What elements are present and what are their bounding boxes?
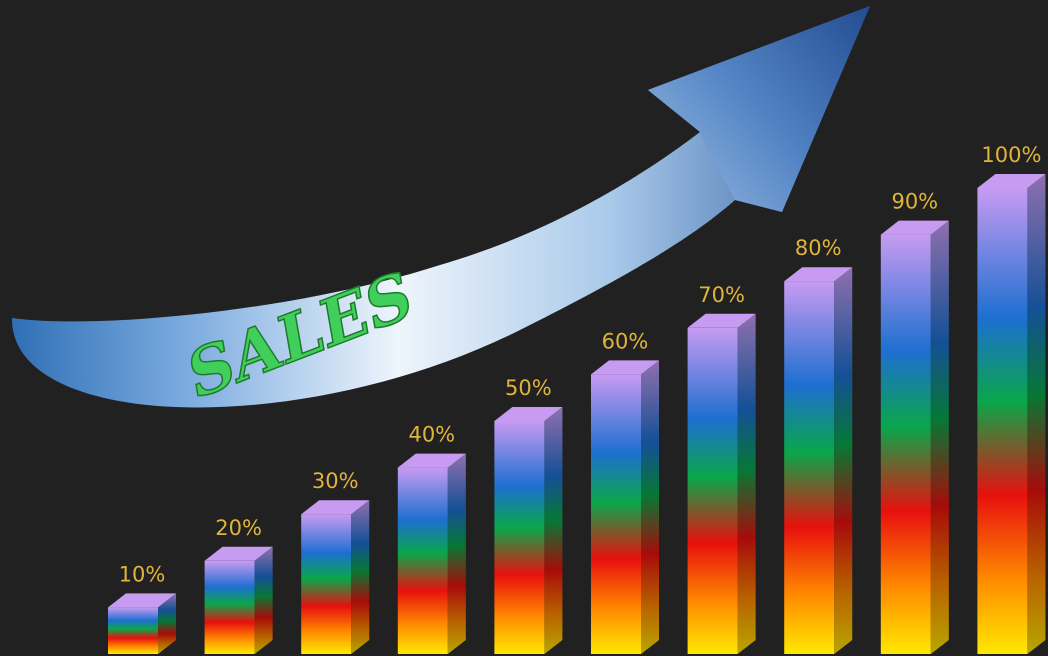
bar-side-shade: [158, 593, 176, 654]
bar-front: [880, 234, 931, 654]
bar-front: [591, 374, 641, 654]
bar-side-shade: [351, 500, 370, 654]
bar-3: 30%: [301, 469, 370, 654]
bar-side: [254, 546, 273, 654]
bar-front: [687, 327, 738, 654]
bar-9: 90%: [880, 190, 949, 654]
bar-top: [494, 407, 563, 421]
bar-side-shade: [447, 453, 466, 654]
data-label: 60%: [602, 329, 649, 353]
data-label: 80%: [795, 236, 842, 260]
bar-top: [977, 174, 1046, 188]
bar-side-shade: [834, 267, 853, 654]
bar-side-shade: [930, 220, 949, 654]
bar-top: [591, 360, 659, 375]
bar-side: [158, 593, 176, 654]
bar-4: 40%: [397, 423, 466, 654]
data-label: 70%: [698, 283, 745, 307]
bar-top: [301, 500, 370, 515]
data-label: 50%: [505, 376, 552, 400]
bar-top: [880, 220, 949, 235]
data-label: 30%: [312, 469, 359, 493]
bar-2: 20%: [204, 516, 273, 654]
data-label: 90%: [891, 190, 938, 214]
bar-front: [784, 281, 835, 654]
bar-front: [301, 514, 352, 654]
bar-front: [397, 467, 448, 654]
bar-side: [834, 267, 853, 654]
bar-5: 50%: [494, 376, 563, 654]
arrow-head-shape: [648, 6, 870, 212]
bar-7: 70%: [687, 283, 756, 654]
bar-side-shade: [641, 360, 659, 654]
bar-side: [447, 453, 466, 654]
data-label: 20%: [215, 516, 262, 540]
bar-side: [1027, 174, 1046, 654]
bars-group: 10% 20% 30% 40% 50% 60% 70% 80% 90% 100%: [108, 143, 1046, 654]
bar-6: 60%: [591, 329, 659, 654]
bar-side-shade: [544, 407, 563, 654]
bar-top: [108, 593, 176, 608]
bar-side: [351, 500, 370, 654]
bar-side-shade: [1027, 174, 1046, 654]
bar-side-shade: [254, 546, 273, 654]
bar-side: [930, 220, 949, 654]
bar-1: 10%: [108, 562, 176, 654]
data-label: 10%: [119, 562, 166, 586]
bar-front: [494, 421, 545, 654]
bar-side: [737, 313, 756, 654]
bar-side: [544, 407, 563, 654]
bar-top: [687, 313, 756, 328]
data-label: 100%: [981, 143, 1041, 167]
bar-top: [397, 453, 466, 468]
data-label: 40%: [408, 423, 455, 447]
sales-arrow: [11, 6, 871, 408]
bar-side: [641, 360, 659, 654]
bar-side-shade: [737, 313, 756, 654]
bar-top: [204, 546, 273, 561]
bar-8: 80%: [784, 236, 853, 654]
bar-top: [784, 267, 853, 282]
bar-front: [977, 188, 1028, 654]
bar-front: [108, 607, 158, 654]
bar-front: [204, 560, 255, 654]
bar-10: 100%: [977, 143, 1046, 654]
